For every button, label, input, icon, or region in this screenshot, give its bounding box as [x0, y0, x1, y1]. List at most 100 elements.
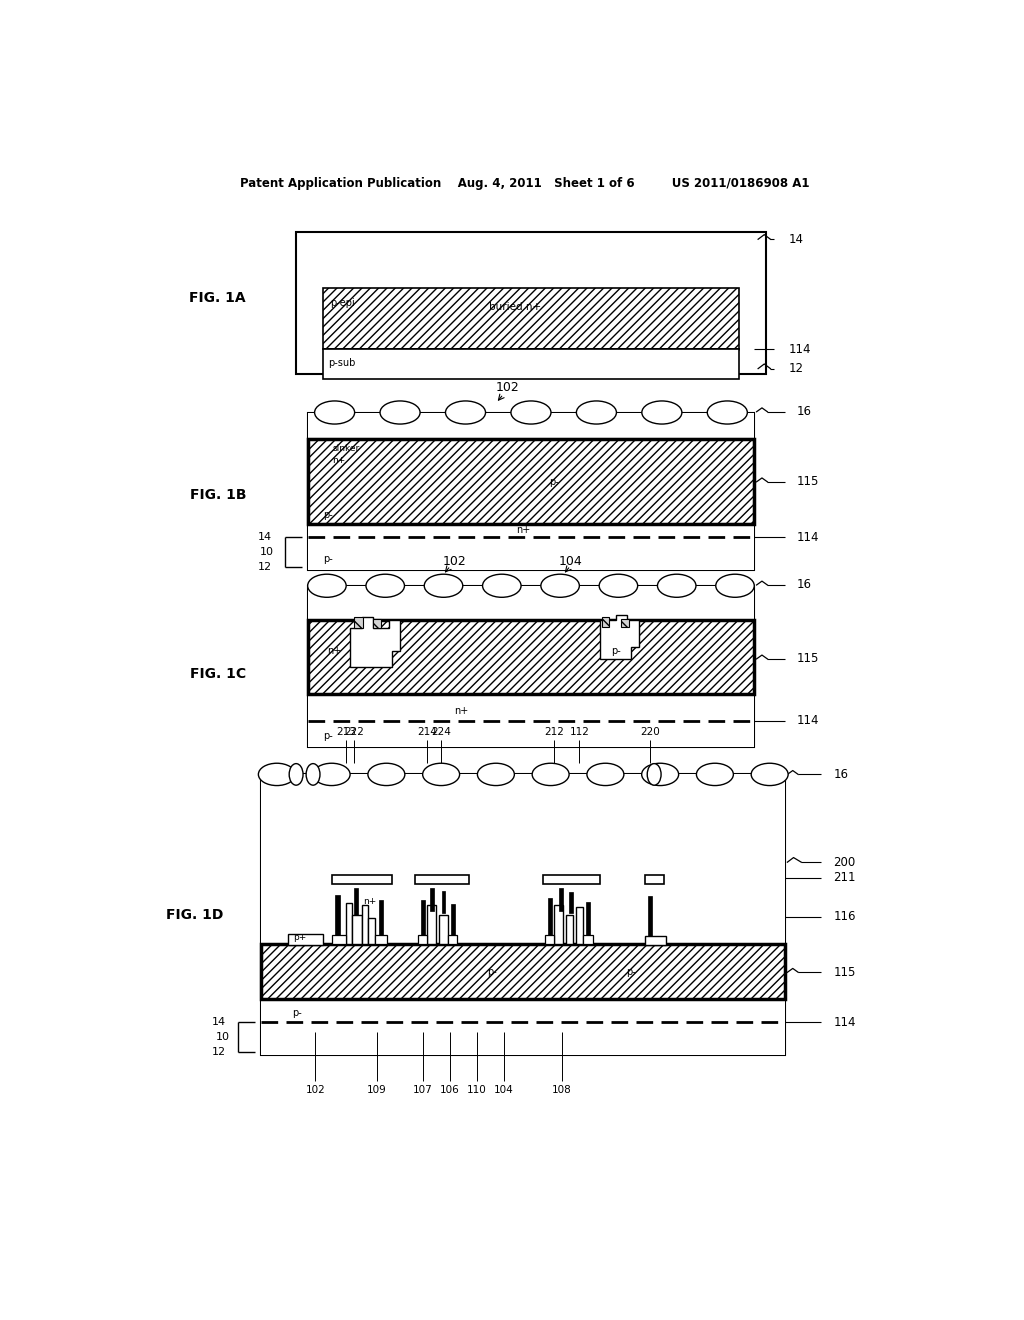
Text: 211: 211 — [834, 871, 856, 884]
Text: Patent Application Publication    Aug. 4, 2011   Sheet 1 of 6         US 2011/01: Patent Application Publication Aug. 4, 2… — [240, 177, 810, 190]
Ellipse shape — [532, 763, 569, 785]
Text: 116: 116 — [834, 911, 856, 924]
Bar — [333, 935, 346, 944]
Text: n+: n+ — [333, 455, 345, 465]
Bar — [346, 903, 352, 944]
Text: sinker: sinker — [333, 445, 359, 453]
Text: n+: n+ — [327, 647, 341, 656]
Ellipse shape — [657, 574, 696, 597]
Ellipse shape — [424, 574, 463, 597]
Bar — [307, 413, 755, 570]
Ellipse shape — [258, 763, 295, 785]
Bar — [575, 907, 584, 944]
Text: p-: p- — [323, 510, 333, 520]
Polygon shape — [600, 615, 639, 659]
Polygon shape — [350, 616, 400, 667]
Text: p+: p+ — [293, 933, 306, 942]
Ellipse shape — [587, 763, 624, 785]
Text: 16: 16 — [797, 578, 812, 591]
Text: 104: 104 — [495, 1085, 514, 1096]
Bar — [565, 915, 573, 944]
Text: 110: 110 — [467, 1085, 487, 1096]
Ellipse shape — [708, 401, 748, 424]
Ellipse shape — [647, 763, 662, 785]
Bar — [336, 895, 340, 935]
Ellipse shape — [368, 763, 404, 785]
Text: FIG. 1C: FIG. 1C — [189, 668, 246, 681]
Text: 12: 12 — [258, 561, 272, 572]
Ellipse shape — [716, 574, 755, 597]
Bar — [645, 936, 667, 945]
Ellipse shape — [477, 763, 514, 785]
Bar — [296, 231, 766, 374]
Ellipse shape — [307, 574, 346, 597]
Ellipse shape — [642, 763, 679, 785]
Bar — [602, 618, 609, 627]
Bar — [621, 619, 629, 627]
Text: 16: 16 — [834, 768, 849, 781]
Bar — [441, 891, 445, 913]
Text: 102: 102 — [305, 1085, 326, 1096]
Text: 10: 10 — [260, 546, 273, 557]
Bar — [447, 935, 457, 944]
Bar — [333, 875, 392, 884]
Bar — [543, 875, 600, 884]
Ellipse shape — [752, 763, 788, 785]
Bar — [545, 935, 554, 944]
Bar — [584, 935, 593, 944]
Ellipse shape — [289, 763, 303, 785]
Text: 102: 102 — [496, 381, 519, 395]
Bar — [307, 413, 755, 570]
Bar — [569, 892, 573, 913]
Bar — [307, 440, 755, 524]
Text: 102: 102 — [442, 554, 466, 568]
Text: 14: 14 — [212, 1018, 226, 1027]
Text: 112: 112 — [569, 727, 590, 737]
Bar — [379, 900, 383, 935]
Text: 10: 10 — [216, 1032, 230, 1041]
Text: p-epi: p-epi — [330, 298, 354, 308]
Bar — [427, 906, 436, 944]
Bar — [438, 915, 447, 944]
Bar — [373, 619, 381, 628]
Text: 114: 114 — [797, 531, 819, 544]
Text: buried n+: buried n+ — [489, 302, 542, 312]
Text: 114: 114 — [788, 343, 811, 356]
Bar — [323, 288, 739, 350]
Ellipse shape — [306, 763, 319, 785]
Bar — [559, 888, 562, 912]
Text: n+: n+ — [455, 706, 469, 717]
Bar — [451, 904, 455, 935]
Text: 107: 107 — [414, 1085, 433, 1096]
Text: p-: p- — [323, 731, 333, 741]
Text: 114: 114 — [797, 714, 819, 727]
Bar — [307, 620, 755, 693]
Text: 108: 108 — [552, 1085, 571, 1096]
Ellipse shape — [366, 574, 404, 597]
Text: FIG. 1D: FIG. 1D — [166, 908, 223, 921]
Text: 224: 224 — [431, 727, 451, 737]
Text: n+: n+ — [516, 524, 530, 535]
Bar — [261, 775, 785, 1056]
Ellipse shape — [541, 574, 580, 597]
Text: p-: p- — [292, 1008, 302, 1018]
Bar — [352, 915, 361, 944]
Text: 212: 212 — [544, 727, 564, 737]
Text: n+: n+ — [362, 898, 376, 906]
Text: p-: p- — [627, 968, 636, 977]
Text: 106: 106 — [440, 1085, 460, 1096]
Text: 12: 12 — [788, 362, 804, 375]
Bar — [289, 933, 323, 945]
Text: 16: 16 — [797, 405, 812, 418]
Text: 200: 200 — [834, 855, 856, 869]
Bar — [421, 900, 425, 935]
Text: 115: 115 — [834, 966, 856, 979]
Ellipse shape — [642, 401, 682, 424]
Bar — [648, 896, 652, 936]
Bar — [261, 775, 785, 1056]
Ellipse shape — [445, 401, 485, 424]
Ellipse shape — [511, 401, 551, 424]
Bar — [354, 887, 357, 915]
Bar — [307, 586, 755, 747]
Text: p-sub: p-sub — [329, 358, 356, 368]
